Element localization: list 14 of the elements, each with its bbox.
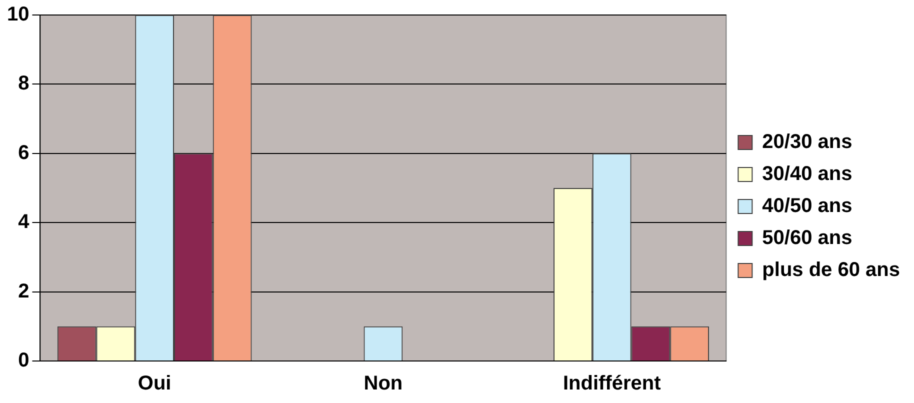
x-tick-label: Indifférent — [562, 372, 662, 395]
y-tick-label: 8 — [18, 72, 30, 95]
y-tick-label: 0 — [18, 350, 30, 372]
legend-label: 20/30 ans — [762, 131, 852, 154]
legend-label: 30/40 ans — [762, 163, 852, 186]
x-tick-label: Oui — [138, 372, 172, 395]
x-tick-label: Non — [364, 372, 403, 395]
legend-label: 40/50 ans — [762, 195, 852, 218]
legend-label: plus de 60 ans — [762, 259, 900, 282]
legend-label: 50/60 ans — [762, 227, 852, 250]
y-tick-label: 2 — [18, 280, 30, 302]
y-tick-label: 6 — [18, 142, 30, 164]
y-tick-label: 10 — [6, 4, 30, 26]
y-tick-label: 4 — [18, 211, 30, 234]
